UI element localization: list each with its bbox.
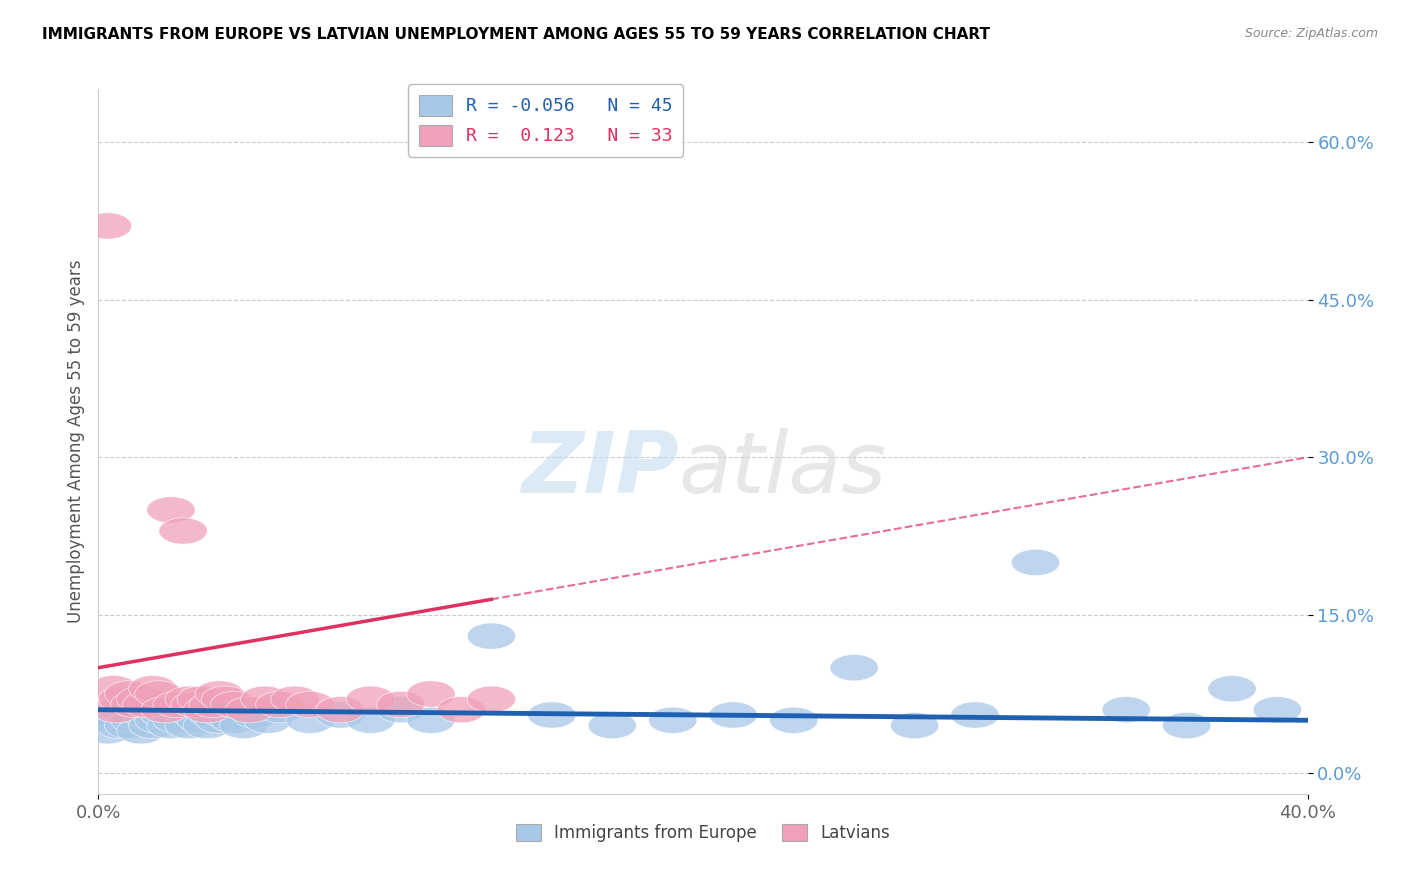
Ellipse shape — [243, 707, 292, 733]
Ellipse shape — [183, 713, 232, 739]
Ellipse shape — [201, 702, 250, 728]
Ellipse shape — [129, 675, 177, 702]
Ellipse shape — [141, 697, 190, 723]
Ellipse shape — [467, 686, 516, 713]
Ellipse shape — [527, 702, 576, 728]
Ellipse shape — [588, 713, 637, 739]
Text: Source: ZipAtlas.com: Source: ZipAtlas.com — [1244, 27, 1378, 40]
Ellipse shape — [437, 697, 485, 723]
Ellipse shape — [195, 681, 243, 707]
Ellipse shape — [117, 686, 165, 713]
Ellipse shape — [1163, 713, 1211, 739]
Ellipse shape — [1102, 697, 1150, 723]
Ellipse shape — [950, 702, 1000, 728]
Ellipse shape — [1208, 675, 1256, 702]
Ellipse shape — [172, 702, 219, 728]
Ellipse shape — [141, 702, 190, 728]
Ellipse shape — [232, 702, 280, 728]
Ellipse shape — [195, 707, 243, 733]
Ellipse shape — [104, 681, 153, 707]
Ellipse shape — [111, 707, 159, 733]
Ellipse shape — [146, 713, 195, 739]
Ellipse shape — [153, 707, 201, 733]
Ellipse shape — [406, 707, 456, 733]
Ellipse shape — [256, 691, 304, 718]
Ellipse shape — [90, 707, 138, 733]
Ellipse shape — [219, 713, 267, 739]
Ellipse shape — [285, 707, 335, 733]
Ellipse shape — [316, 697, 364, 723]
Ellipse shape — [346, 686, 395, 713]
Ellipse shape — [83, 718, 132, 744]
Ellipse shape — [159, 517, 207, 544]
Ellipse shape — [183, 697, 232, 723]
Ellipse shape — [159, 697, 207, 723]
Ellipse shape — [201, 686, 250, 713]
Ellipse shape — [890, 713, 939, 739]
Ellipse shape — [316, 702, 364, 728]
Ellipse shape — [165, 713, 214, 739]
Ellipse shape — [211, 691, 259, 718]
Ellipse shape — [346, 707, 395, 733]
Ellipse shape — [165, 686, 214, 713]
Ellipse shape — [1253, 697, 1302, 723]
Y-axis label: Unemployment Among Ages 55 to 59 years: Unemployment Among Ages 55 to 59 years — [66, 260, 84, 624]
Ellipse shape — [1011, 549, 1060, 575]
Ellipse shape — [190, 702, 238, 728]
Ellipse shape — [177, 686, 225, 713]
Ellipse shape — [98, 697, 146, 723]
Ellipse shape — [172, 691, 219, 718]
Ellipse shape — [117, 718, 165, 744]
Ellipse shape — [93, 697, 141, 723]
Ellipse shape — [830, 655, 879, 681]
Text: ZIP: ZIP — [522, 428, 679, 511]
Text: IMMIGRANTS FROM EUROPE VS LATVIAN UNEMPLOYMENT AMONG AGES 55 TO 59 YEARS CORRELA: IMMIGRANTS FROM EUROPE VS LATVIAN UNEMPL… — [42, 27, 990, 42]
Ellipse shape — [467, 623, 516, 649]
Ellipse shape — [122, 691, 172, 718]
Ellipse shape — [285, 691, 335, 718]
Ellipse shape — [90, 675, 138, 702]
Ellipse shape — [135, 681, 183, 707]
Ellipse shape — [648, 707, 697, 733]
Ellipse shape — [98, 686, 146, 713]
Ellipse shape — [377, 697, 425, 723]
Ellipse shape — [377, 691, 425, 718]
Text: atlas: atlas — [679, 428, 887, 511]
Ellipse shape — [83, 213, 132, 239]
Ellipse shape — [177, 707, 225, 733]
Ellipse shape — [406, 681, 456, 707]
Ellipse shape — [111, 691, 159, 718]
Ellipse shape — [225, 697, 274, 723]
Ellipse shape — [104, 713, 153, 739]
Ellipse shape — [190, 691, 238, 718]
Ellipse shape — [146, 497, 195, 523]
Ellipse shape — [271, 686, 319, 713]
Ellipse shape — [135, 707, 183, 733]
Ellipse shape — [153, 691, 201, 718]
Ellipse shape — [96, 713, 143, 739]
Legend: Immigrants from Europe, Latvians: Immigrants from Europe, Latvians — [509, 817, 897, 849]
Ellipse shape — [211, 707, 259, 733]
Ellipse shape — [709, 702, 758, 728]
Ellipse shape — [769, 707, 818, 733]
Ellipse shape — [129, 713, 177, 739]
Ellipse shape — [256, 697, 304, 723]
Ellipse shape — [240, 686, 288, 713]
Ellipse shape — [122, 702, 172, 728]
